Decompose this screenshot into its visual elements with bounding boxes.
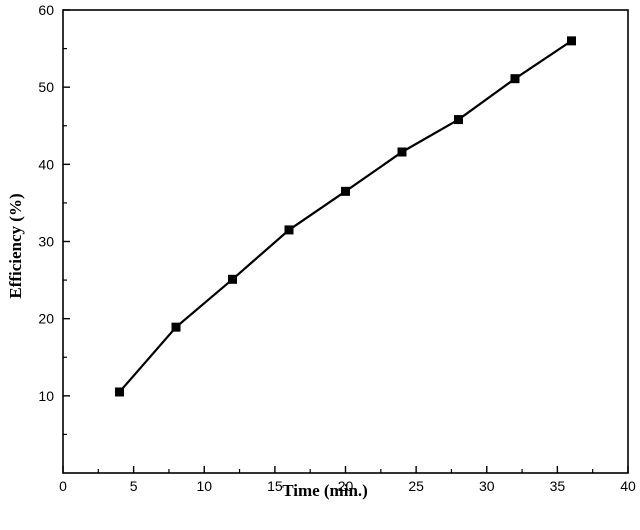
x-tick-label: 15: [267, 478, 283, 494]
plot-frame: [62, 9, 629, 474]
series-layer: [115, 36, 576, 397]
series-line: [118, 39, 573, 393]
x-tick-label: 20: [338, 478, 354, 494]
x-tick-label: 35: [550, 478, 566, 494]
data-point-marker: [284, 225, 294, 235]
x-tick-label: 0: [59, 478, 67, 494]
y-tick-label: 40: [38, 156, 54, 172]
data-point-marker: [567, 36, 576, 46]
y-tick-label: 50: [38, 79, 54, 95]
data-point-marker: [397, 147, 407, 157]
y-tick-label: 20: [38, 311, 54, 327]
data-point-marker: [228, 274, 237, 284]
y-tick-label: 30: [38, 234, 54, 250]
data-point-marker: [341, 186, 350, 196]
y-axis: 10 20 30 40 50 60: [38, 2, 70, 436]
x-tick-label: 25: [408, 478, 424, 494]
data-point-marker: [171, 322, 181, 332]
x-axis-title: Time (min.): [282, 481, 368, 500]
y-axis-title: Efficiency (%): [6, 193, 25, 298]
data-point-marker: [115, 387, 124, 397]
data-point-marker: [510, 74, 520, 84]
x-tick-label: 10: [196, 478, 212, 494]
x-tick-label: 40: [620, 478, 636, 494]
x-tick-label: 5: [130, 478, 138, 494]
x-tick-label: 30: [479, 478, 495, 494]
data-point-marker: [454, 115, 463, 125]
x-axis: 0 5 10 15 20 25 30 35 40: [59, 466, 636, 494]
y-tick-label: 60: [38, 2, 54, 18]
y-tick-label: 10: [38, 388, 54, 404]
